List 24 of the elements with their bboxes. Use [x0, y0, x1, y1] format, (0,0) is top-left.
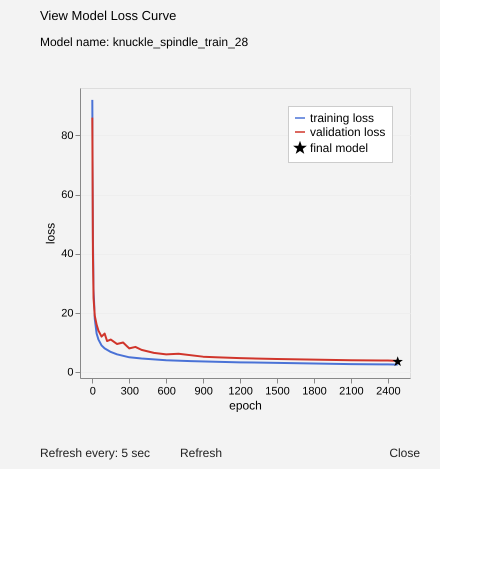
x-tick-label: 1500	[265, 386, 290, 398]
text: Refresh every: 5 sec	[40, 446, 150, 460]
chart-title: View Model Loss Curve	[40, 8, 176, 23]
x-tick-label: 900	[194, 386, 213, 398]
y-tick-label: 60	[61, 189, 74, 202]
x-tick-label: 600	[158, 386, 176, 398]
y-axis-title: loss	[43, 222, 58, 244]
legend-label: training loss	[310, 111, 374, 125]
x-tick-label: 1200	[228, 386, 253, 398]
x-axis-title: epoch	[229, 398, 262, 412]
y-tick-label: 40	[61, 248, 74, 260]
x-tick-label: 1800	[302, 386, 327, 398]
y-tick-label: 80	[61, 130, 74, 142]
chart-subtitle: Model name: knuckle_spindle_train_28	[40, 35, 248, 49]
x-tick-label: 2400	[376, 386, 401, 398]
legend-label: validation loss	[310, 125, 386, 139]
text: Refresh	[180, 446, 222, 460]
y-tick-label: 0	[67, 366, 74, 379]
x-tick-label: 0	[90, 386, 96, 398]
x-tick-label: 2100	[339, 386, 364, 398]
text: Close	[389, 446, 420, 460]
legend-label: final model	[310, 141, 368, 155]
y-tick-label: 20	[61, 307, 74, 320]
x-tick-label: 300	[120, 386, 139, 398]
